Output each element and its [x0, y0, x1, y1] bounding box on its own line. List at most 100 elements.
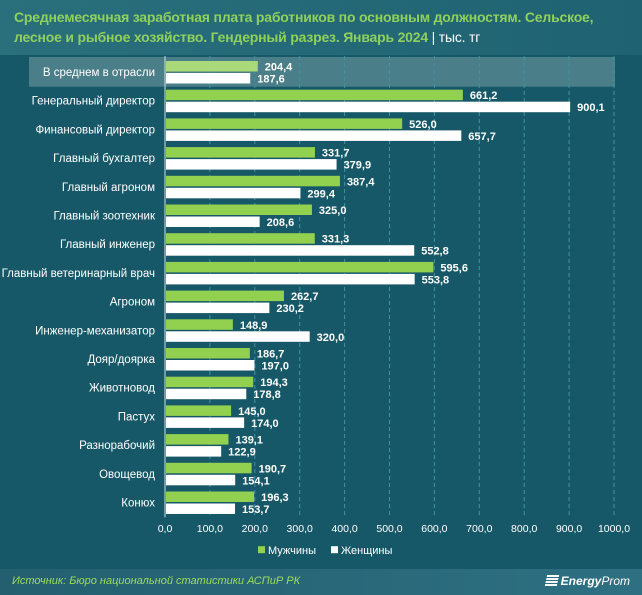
- bar-men: [166, 290, 284, 302]
- legend-label-men: Мужчины: [268, 545, 316, 557]
- data-label: 526,0: [409, 119, 437, 131]
- category-label: Главный агроном: [62, 182, 155, 194]
- data-label: 900,1: [577, 102, 605, 114]
- category-label: Главный инженер: [60, 239, 155, 251]
- legend-swatch-women: [331, 546, 338, 554]
- data-label: 331,7: [322, 148, 350, 160]
- bar-women: [166, 446, 222, 457]
- data-label: 661,2: [470, 90, 498, 102]
- x-tick-label: 200,0: [242, 523, 268, 535]
- title-text: Среднемесячная заработная плата работник…: [14, 9, 594, 45]
- bar-women: [166, 503, 236, 514]
- data-label: 230,2: [276, 303, 304, 315]
- x-tick-label: 0,0: [158, 523, 173, 535]
- x-tick-label: 100,0: [197, 523, 223, 535]
- category-label: Животновод: [89, 383, 155, 395]
- data-label: 197,0: [261, 361, 289, 373]
- data-label: 174,0: [251, 418, 279, 430]
- logo-bold: Energy: [560, 574, 602, 588]
- data-label: 387,4: [347, 176, 375, 188]
- category-label: Пастух: [118, 411, 156, 423]
- legend-swatch-men: [258, 546, 265, 554]
- bar-women: [166, 474, 236, 486]
- header: Среднемесячная заработная плата работник…: [0, 0, 642, 55]
- bar-women: [166, 245, 415, 256]
- data-label: 204,4: [265, 62, 293, 74]
- bar-men: [166, 434, 229, 445]
- data-label: 196,3: [261, 492, 289, 504]
- bar-women: [166, 388, 247, 400]
- bar-women: [166, 302, 270, 314]
- data-label: 153,7: [242, 504, 270, 516]
- bar-men: [166, 233, 315, 244]
- bar-men: [166, 491, 255, 502]
- bar-women: [166, 130, 462, 141]
- category-label: Инженер-механизатор: [35, 325, 155, 337]
- bar-men: [166, 319, 233, 330]
- data-label: 154,1: [242, 475, 270, 487]
- bar-women: [166, 331, 310, 342]
- bar-women: [166, 159, 337, 170]
- chart-title: Среднемесячная заработная плата работник…: [14, 7, 634, 47]
- data-label: 186,7: [257, 349, 285, 361]
- bar-women: [166, 417, 245, 428]
- highlight-row-background: [29, 57, 615, 87]
- category-label: В среднем в отрасли: [43, 67, 155, 79]
- bar-men: [166, 376, 254, 388]
- legend-label-women: Женщины: [341, 545, 392, 557]
- bar-men: [166, 462, 252, 474]
- bar-chart: 0,0 100,0 200,0 300,0 400,0 500,0 600,0 700,0 80…: [2, 56, 630, 557]
- data-label: 379,9: [344, 160, 372, 172]
- data-label: 299,4: [307, 188, 335, 200]
- x-tick-label: 300,0: [287, 523, 313, 535]
- x-tick-label: 700,0: [466, 523, 492, 535]
- bar-women: [166, 273, 415, 285]
- bar-women: [166, 73, 251, 84]
- x-tick-label: 1000,0: [598, 523, 630, 535]
- energyprom-logo-icon: [544, 575, 559, 586]
- bar-men: [166, 348, 250, 359]
- data-label: 552,8: [421, 246, 449, 258]
- category-label: Овощевод: [99, 469, 155, 481]
- data-label: 145,0: [238, 406, 266, 418]
- category-label: Финансовый директор: [35, 124, 155, 136]
- unit-label: тыс. тг: [438, 29, 481, 45]
- brand-logo: EnergyProm: [544, 574, 630, 588]
- bar-men: [166, 89, 463, 101]
- bar-men: [166, 261, 434, 273]
- data-label: 657,7: [468, 131, 496, 143]
- category-label: Главный ветеринарный врач: [2, 268, 155, 280]
- bar-men: [166, 175, 340, 187]
- source-note: Источник: Бюро национальной статистики А…: [12, 575, 301, 587]
- logo-rest: Prom: [601, 574, 630, 588]
- data-label: 187,6: [257, 74, 285, 86]
- category-label: Главный зоотехник: [53, 211, 156, 223]
- bar-men: [166, 204, 312, 215]
- data-label: 194,3: [260, 377, 288, 389]
- x-tick-label: 600,0: [421, 523, 447, 535]
- category-label: Генеральный директор: [32, 96, 155, 108]
- category-label: Главный бухгалтер: [53, 153, 155, 165]
- data-label: 139,1: [235, 435, 263, 447]
- data-label: 262,7: [291, 291, 319, 303]
- data-label: 331,3: [322, 234, 350, 246]
- bar-women: [166, 101, 571, 113]
- data-label: 190,7: [259, 463, 287, 475]
- bar-men: [166, 118, 403, 129]
- footer: Источник: Бюро национальной статистики А…: [0, 569, 642, 595]
- data-label: 148,9: [240, 320, 268, 332]
- bar-women: [166, 216, 260, 227]
- bar-men: [166, 147, 315, 158]
- data-label: 208,6: [267, 217, 295, 229]
- data-label: 178,8: [253, 389, 281, 401]
- data-label: 122,9: [228, 447, 256, 459]
- category-label: Дояр/доярка: [87, 354, 155, 366]
- bar-men: [166, 405, 232, 416]
- x-tick-label: 900,0: [556, 523, 582, 535]
- title-separator: |: [431, 29, 436, 45]
- bar-women: [166, 360, 255, 371]
- category-label: Разнорабочий: [79, 440, 155, 452]
- x-tick-label: 400,0: [331, 523, 357, 535]
- bar-women: [166, 187, 301, 199]
- x-tick-label: 800,0: [511, 523, 537, 535]
